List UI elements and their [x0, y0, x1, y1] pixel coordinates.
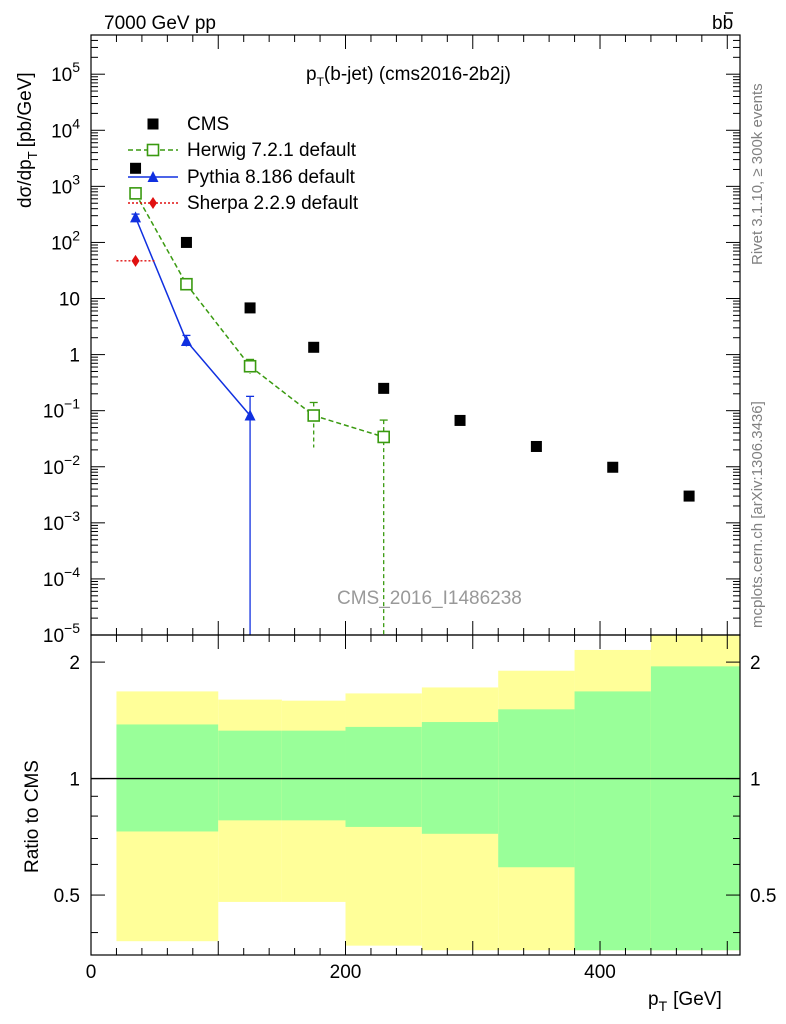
- x-tick-label: 400: [584, 962, 616, 983]
- y-tick-label: 10−1: [43, 396, 80, 423]
- herwig-point: [243, 359, 257, 373]
- cms-point: [308, 341, 320, 353]
- series-line: [134, 217, 251, 416]
- energy-label: 7000 GeV pp: [104, 13, 216, 34]
- y-tick-label: 10−2: [43, 452, 80, 479]
- ratio-band-inner: [218, 730, 282, 821]
- cms-point: [130, 162, 142, 174]
- y-tick-label: 102: [51, 227, 80, 254]
- plot-title: pT(b-jet) (cms2016-2b2j): [306, 64, 511, 89]
- ratio-y-tick-label: 1: [750, 770, 761, 791]
- cms-point: [180, 236, 192, 248]
- ratio-band-inner: [281, 730, 346, 821]
- sherpa-point: [131, 254, 140, 267]
- ratio-band-inner: [345, 726, 422, 827]
- watermark: CMS_2016_I1486238: [337, 588, 522, 609]
- cms-point: [454, 414, 466, 426]
- legend-marker-sherpa: [149, 197, 157, 209]
- legend-marker-pythia: [147, 171, 159, 182]
- cms-point: [378, 382, 390, 394]
- herwig-point: [377, 430, 390, 444]
- y-tick-label: 1: [69, 346, 80, 367]
- ratio-band-inner: [574, 691, 651, 951]
- y-tick-label: 10−5: [43, 620, 80, 647]
- mcplots-label: mcplots.cern.ch [arXiv:1306.3436]: [749, 401, 766, 628]
- rivet-label: Rivet 3.1.10, ≥ 300k events: [749, 83, 766, 265]
- legend-marker-herwig: [146, 143, 160, 157]
- herwig-point: [180, 277, 193, 291]
- ratio-band-inner: [650, 666, 740, 951]
- ratio-band-inner: [421, 722, 499, 834]
- cms-point: [530, 440, 542, 452]
- x-tick-label: 200: [330, 962, 362, 983]
- main-series: [116, 162, 695, 635]
- herwig-point: [307, 409, 320, 422]
- legend-label: CMS: [187, 114, 229, 135]
- ratio-y-tick-label: 1: [69, 770, 80, 791]
- x-tick-label: 0: [86, 962, 97, 983]
- x-axis-label: pT [GeV]: [648, 989, 722, 1014]
- herwig-point: [129, 187, 142, 200]
- cms-point: [244, 302, 256, 314]
- cms-point: [607, 461, 619, 473]
- legend-label: Herwig 7.2.1 default: [187, 140, 357, 161]
- process-label: bb: [712, 12, 733, 34]
- pythia-point: [180, 334, 192, 346]
- ratio-y-tick-label: 0.5: [54, 886, 80, 907]
- ratio-bands: [91, 635, 740, 951]
- series-line: [134, 192, 384, 438]
- ratio-band-inner: [498, 709, 575, 868]
- ratio-y-tick-label: 0.5: [750, 886, 776, 907]
- y-tick-label: 103: [51, 171, 80, 198]
- ratio-y-tick-label: 2: [750, 653, 761, 674]
- pythia-point: [130, 211, 142, 223]
- y-tick-label: 10−3: [43, 508, 80, 535]
- legend: CMS Herwig 7.2.1 default Pythia 8.186 defa…: [128, 114, 359, 214]
- ratio-frame: [90, 634, 741, 956]
- y-tick-label: 105: [51, 59, 80, 86]
- y-tick-label: 10: [59, 290, 80, 311]
- svg-text:bb: bb: [712, 13, 733, 34]
- y-tick-label: 104: [51, 115, 80, 142]
- y-tick-label: 10−4: [43, 564, 80, 591]
- pythia-point: [244, 409, 256, 421]
- cms-point: [683, 490, 695, 502]
- legend-label: Pythia 8.186 default: [187, 167, 356, 188]
- legend-label: Sherpa 2.2.9 default: [187, 193, 359, 214]
- y-axis-label: dσ/dpT[pb/GeV]: [15, 72, 40, 208]
- ratio-y-tick-label: 2: [69, 653, 80, 674]
- legend-marker-cms: [147, 118, 159, 130]
- ratio-y-axis-label: Ratio to CMS: [22, 760, 43, 873]
